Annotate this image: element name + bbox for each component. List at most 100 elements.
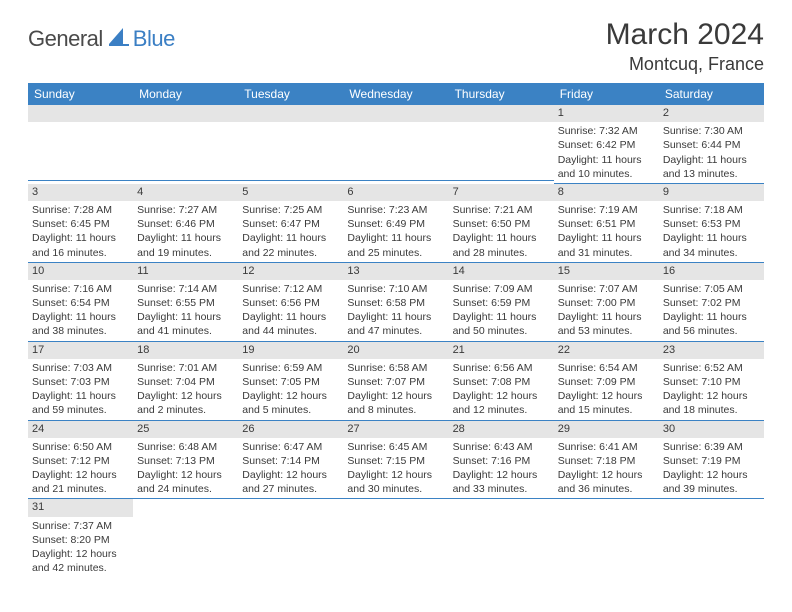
calendar-cell: 18Sunrise: 7:01 AMSunset: 7:04 PMDayligh… <box>133 342 238 421</box>
weekday-header: Monday <box>133 83 238 105</box>
empty-daynum <box>343 105 448 122</box>
day-details: Sunrise: 7:30 AMSunset: 6:44 PMDaylight:… <box>659 122 764 181</box>
day-number: 22 <box>554 342 659 359</box>
day-number: 23 <box>659 342 764 359</box>
calendar-cell <box>554 499 659 577</box>
calendar-cell: 3Sunrise: 7:28 AMSunset: 6:45 PMDaylight… <box>28 184 133 263</box>
calendar-cell: 31Sunrise: 7:37 AMSunset: 8:20 PMDayligh… <box>28 499 133 577</box>
calendar-cell: 4Sunrise: 7:27 AMSunset: 6:46 PMDaylight… <box>133 184 238 263</box>
day-number: 26 <box>238 421 343 438</box>
day-number: 16 <box>659 263 764 280</box>
calendar-cell <box>133 499 238 577</box>
day-number: 13 <box>343 263 448 280</box>
day-number: 9 <box>659 184 764 201</box>
calendar-week-row: 31Sunrise: 7:37 AMSunset: 8:20 PMDayligh… <box>28 499 764 577</box>
empty-daynum <box>133 105 238 122</box>
calendar-cell: 27Sunrise: 6:45 AMSunset: 7:15 PMDayligh… <box>343 421 448 500</box>
day-details: Sunrise: 6:54 AMSunset: 7:09 PMDaylight:… <box>554 359 659 418</box>
title-location: Montcuq, France <box>606 54 764 75</box>
day-number: 28 <box>449 421 554 438</box>
day-number: 19 <box>238 342 343 359</box>
logo-text-blue: Blue <box>133 26 175 52</box>
calendar-cell: 11Sunrise: 7:14 AMSunset: 6:55 PMDayligh… <box>133 263 238 342</box>
day-number: 3 <box>28 184 133 201</box>
day-details: Sunrise: 7:03 AMSunset: 7:03 PMDaylight:… <box>28 359 133 418</box>
day-number: 18 <box>133 342 238 359</box>
day-details: Sunrise: 6:43 AMSunset: 7:16 PMDaylight:… <box>449 438 554 497</box>
calendar-cell: 2Sunrise: 7:30 AMSunset: 6:44 PMDaylight… <box>659 105 764 184</box>
calendar-cell: 28Sunrise: 6:43 AMSunset: 7:16 PMDayligh… <box>449 421 554 500</box>
calendar-week-row: 1Sunrise: 7:32 AMSunset: 6:42 PMDaylight… <box>28 105 764 184</box>
calendar-cell: 17Sunrise: 7:03 AMSunset: 7:03 PMDayligh… <box>28 342 133 421</box>
day-number: 31 <box>28 499 133 516</box>
calendar-cell <box>238 105 343 184</box>
day-details: Sunrise: 6:45 AMSunset: 7:15 PMDaylight:… <box>343 438 448 497</box>
calendar-cell: 26Sunrise: 6:47 AMSunset: 7:14 PMDayligh… <box>238 421 343 500</box>
day-details: Sunrise: 7:19 AMSunset: 6:51 PMDaylight:… <box>554 201 659 260</box>
title-block: March 2024 Montcuq, France <box>606 18 764 75</box>
day-number: 4 <box>133 184 238 201</box>
calendar-cell: 15Sunrise: 7:07 AMSunset: 7:00 PMDayligh… <box>554 263 659 342</box>
calendar-cell <box>133 105 238 184</box>
day-details: Sunrise: 6:48 AMSunset: 7:13 PMDaylight:… <box>133 438 238 497</box>
weekday-header: Friday <box>554 83 659 105</box>
calendar-cell: 20Sunrise: 6:58 AMSunset: 7:07 PMDayligh… <box>343 342 448 421</box>
weekday-header: Tuesday <box>238 83 343 105</box>
calendar-cell: 14Sunrise: 7:09 AMSunset: 6:59 PMDayligh… <box>449 263 554 342</box>
day-number: 29 <box>554 421 659 438</box>
calendar-cell <box>449 105 554 184</box>
title-month: March 2024 <box>606 18 764 52</box>
header: General Blue March 2024 Montcuq, France <box>28 18 764 75</box>
day-number: 27 <box>343 421 448 438</box>
calendar-cell <box>28 105 133 184</box>
logo: General Blue <box>28 26 175 52</box>
day-number: 30 <box>659 421 764 438</box>
day-number: 14 <box>449 263 554 280</box>
day-number: 6 <box>343 184 448 201</box>
calendar-cell: 13Sunrise: 7:10 AMSunset: 6:58 PMDayligh… <box>343 263 448 342</box>
calendar-cell: 23Sunrise: 6:52 AMSunset: 7:10 PMDayligh… <box>659 342 764 421</box>
calendar-week-row: 3Sunrise: 7:28 AMSunset: 6:45 PMDaylight… <box>28 184 764 263</box>
day-number: 25 <box>133 421 238 438</box>
day-details: Sunrise: 7:23 AMSunset: 6:49 PMDaylight:… <box>343 201 448 260</box>
calendar-week-row: 10Sunrise: 7:16 AMSunset: 6:54 PMDayligh… <box>28 263 764 342</box>
day-number: 12 <box>238 263 343 280</box>
calendar-cell <box>659 499 764 577</box>
day-details: Sunrise: 6:59 AMSunset: 7:05 PMDaylight:… <box>238 359 343 418</box>
day-details: Sunrise: 7:25 AMSunset: 6:47 PMDaylight:… <box>238 201 343 260</box>
day-number: 8 <box>554 184 659 201</box>
empty-daynum <box>28 105 133 122</box>
calendar-cell: 6Sunrise: 7:23 AMSunset: 6:49 PMDaylight… <box>343 184 448 263</box>
day-details: Sunrise: 7:14 AMSunset: 6:55 PMDaylight:… <box>133 280 238 339</box>
calendar-cell: 8Sunrise: 7:19 AMSunset: 6:51 PMDaylight… <box>554 184 659 263</box>
empty-daynum <box>449 105 554 122</box>
day-details: Sunrise: 7:32 AMSunset: 6:42 PMDaylight:… <box>554 122 659 181</box>
day-number: 7 <box>449 184 554 201</box>
day-details: Sunrise: 7:01 AMSunset: 7:04 PMDaylight:… <box>133 359 238 418</box>
calendar-cell: 12Sunrise: 7:12 AMSunset: 6:56 PMDayligh… <box>238 263 343 342</box>
day-number: 24 <box>28 421 133 438</box>
day-number: 20 <box>343 342 448 359</box>
day-number: 15 <box>554 263 659 280</box>
calendar-body: 1Sunrise: 7:32 AMSunset: 6:42 PMDaylight… <box>28 105 764 577</box>
day-number: 5 <box>238 184 343 201</box>
day-number: 17 <box>28 342 133 359</box>
day-number: 10 <box>28 263 133 280</box>
weekday-header: Wednesday <box>343 83 448 105</box>
day-details: Sunrise: 6:56 AMSunset: 7:08 PMDaylight:… <box>449 359 554 418</box>
calendar-week-row: 24Sunrise: 6:50 AMSunset: 7:12 PMDayligh… <box>28 421 764 500</box>
day-details: Sunrise: 7:28 AMSunset: 6:45 PMDaylight:… <box>28 201 133 260</box>
day-details: Sunrise: 7:37 AMSunset: 8:20 PMDaylight:… <box>28 517 133 576</box>
day-details: Sunrise: 7:09 AMSunset: 6:59 PMDaylight:… <box>449 280 554 339</box>
calendar-cell: 29Sunrise: 6:41 AMSunset: 7:18 PMDayligh… <box>554 421 659 500</box>
calendar-cell: 21Sunrise: 6:56 AMSunset: 7:08 PMDayligh… <box>449 342 554 421</box>
day-details: Sunrise: 6:58 AMSunset: 7:07 PMDaylight:… <box>343 359 448 418</box>
calendar-cell <box>238 499 343 577</box>
day-number: 2 <box>659 105 764 122</box>
day-details: Sunrise: 7:10 AMSunset: 6:58 PMDaylight:… <box>343 280 448 339</box>
calendar-cell: 5Sunrise: 7:25 AMSunset: 6:47 PMDaylight… <box>238 184 343 263</box>
calendar-cell <box>449 499 554 577</box>
calendar-cell: 9Sunrise: 7:18 AMSunset: 6:53 PMDaylight… <box>659 184 764 263</box>
day-details: Sunrise: 7:07 AMSunset: 7:00 PMDaylight:… <box>554 280 659 339</box>
day-number: 1 <box>554 105 659 122</box>
